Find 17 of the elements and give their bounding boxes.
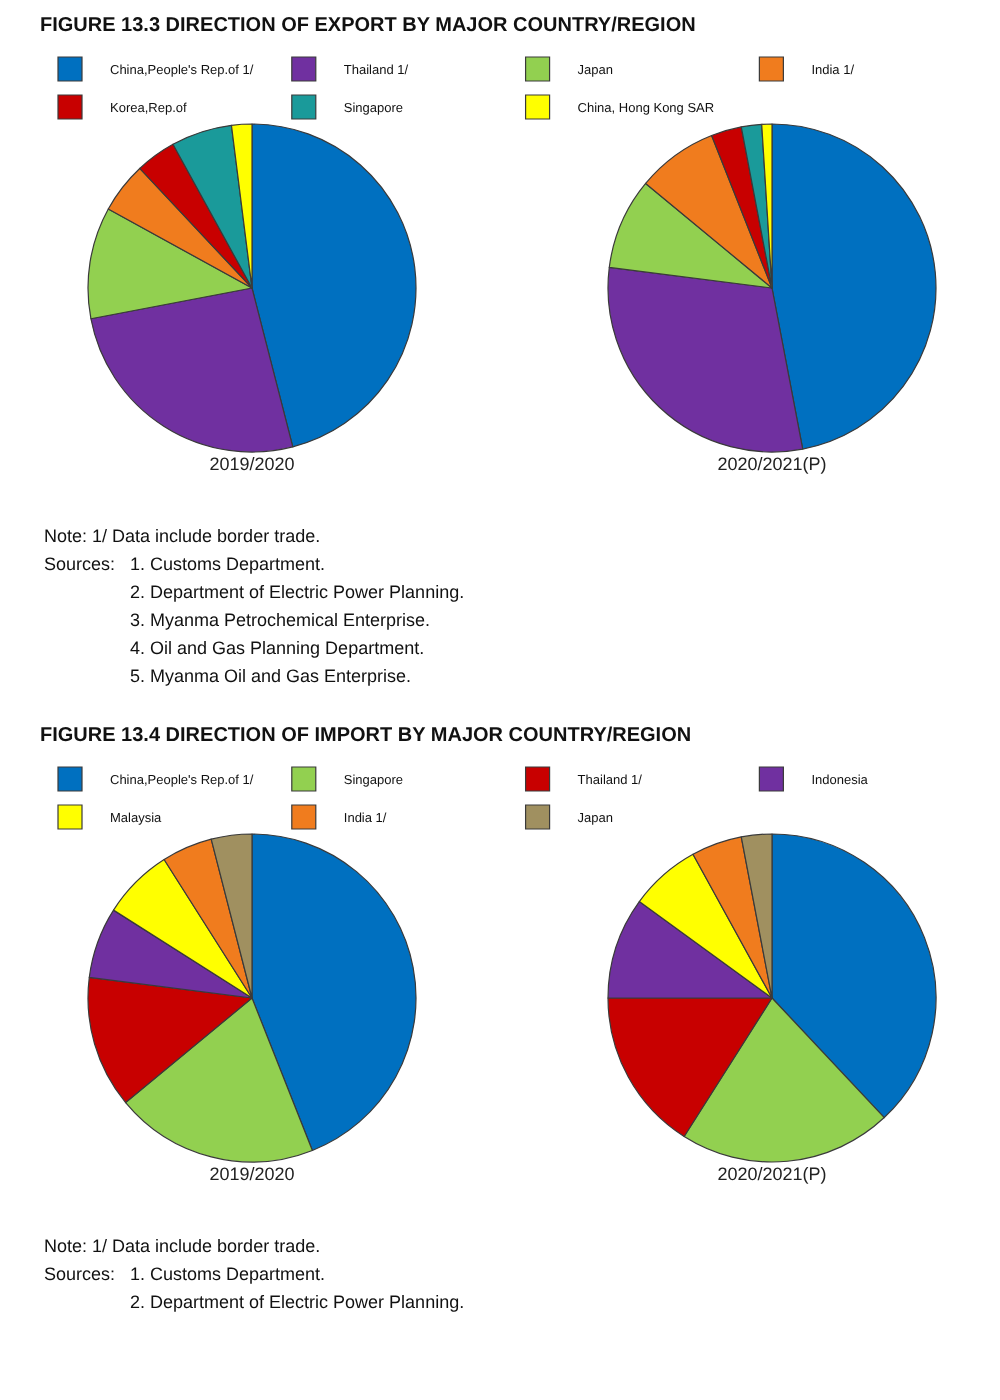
text: 5. Myanma Oil and Gas Enterprise. — [130, 666, 412, 686]
text: 1. Customs Department. — [130, 554, 326, 574]
text: 4. Oil and Gas Planning Department. — [130, 638, 425, 658]
slice-label: 2020/2021(P) — [717, 454, 827, 474]
text: Note: 1/ Data include border trade. — [44, 1236, 321, 1256]
text: Note: 1/ Data include border trade. — [44, 526, 321, 546]
text: 3. Myanma Petrochemical Enterprise. — [130, 610, 431, 630]
slice-label: 2020/2021(P) — [717, 1164, 827, 1184]
slice-label: 2019/2020 — [209, 454, 295, 474]
text: 1. Customs Department. — [130, 1264, 326, 1284]
chart-title: FIGURE 13.3 DIRECTION OF EXPORT BY MAJOR COUNTRY/REGION — [40, 15, 696, 37]
chart-title: FIGURE 13.4 DIRECTION OF IMPORT BY MAJOR COUNTRY/REGION — [40, 725, 692, 747]
source-note: Sources: — [44, 554, 116, 574]
slice-label: 2019/2020 — [209, 1164, 295, 1184]
source-note: Sources: — [44, 1264, 116, 1284]
text: 2. Department of Electric Power Planning. — [130, 1292, 465, 1312]
text: 2. Department of Electric Power Planning. — [130, 582, 465, 602]
